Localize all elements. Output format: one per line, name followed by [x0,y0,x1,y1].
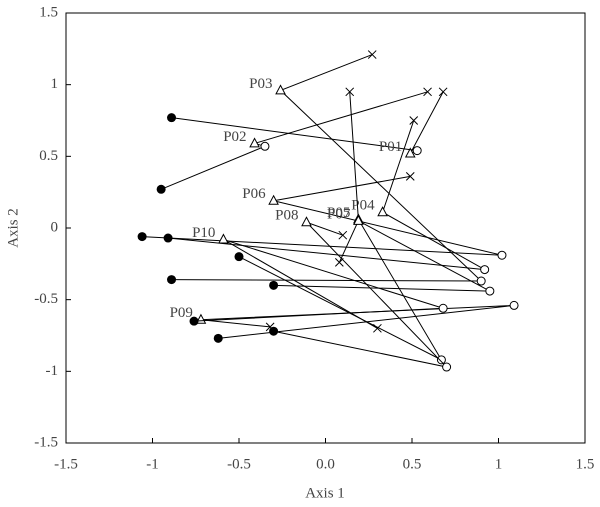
connector-line [171,54,483,282]
y-tick-label: -0.5 [34,291,58,307]
connector-line [142,175,503,256]
connector-line [160,91,428,190]
x-tick-label: 0.0 [316,456,335,472]
x-point [409,116,419,125]
x-point [423,87,432,97]
open-circle-point [436,355,446,365]
filled-circle-point [269,326,279,336]
y-axis-label: Axis 2 [5,208,21,248]
triangle-point [301,216,312,227]
x-point [345,87,355,97]
filled-circle-point [167,113,177,123]
connector-line [193,238,444,329]
open-circle-point [260,141,270,151]
x-tick-label: -1.5 [54,456,78,472]
open-circle-point [485,286,495,296]
filled-circle-point [156,184,166,194]
filled-circle-point [167,275,177,285]
filled-circle-point [234,252,244,262]
connector-line [273,220,491,292]
x-tick-label: -1 [146,456,159,472]
x-point [367,50,377,59]
triangle-point [353,214,364,225]
series-label: P03 [249,76,272,92]
x-tick-label: 0.5 [403,456,422,472]
series-label: P01 [379,139,402,155]
filled-circle-point [213,333,223,343]
x-axis-label: Axis 1 [305,485,345,501]
open-circle-point [480,265,490,275]
y-tick-label: 0 [51,219,59,235]
triangle-point [377,206,388,217]
x-tick-label: -0.5 [227,456,251,472]
triangle-point [275,84,286,95]
series-label: P08 [275,208,298,224]
series-label: P09 [170,305,193,321]
y-tick-label: 1.5 [39,4,58,20]
x-point [334,258,344,267]
triangle-point [218,233,229,244]
triangle-point [249,137,260,148]
plot-frame [65,12,586,444]
filled-circle-point [269,280,279,290]
connector-line [200,304,515,339]
x-point [338,230,348,240]
open-circle-point [412,146,422,156]
open-circle-point [497,250,507,260]
y-tick-label: 0.5 [39,148,58,164]
filled-circle-point [137,232,147,242]
open-circle-point [476,276,486,286]
connector-line [273,221,449,368]
filled-circle-point [189,316,199,326]
series-label: P05 [327,205,350,221]
x-tick-label: 1 [495,456,503,472]
series-label: P10 [192,225,215,241]
triangle-point [404,147,416,158]
y-tick-label: -1.5 [34,434,58,450]
series-label: P07 [327,206,351,222]
open-circle-point [438,303,448,313]
series-label: P02 [223,129,246,145]
x-point [373,323,382,333]
connector-line [171,91,444,155]
open-circle-point [509,300,519,310]
open-circle-point [442,362,452,372]
connector-line [168,120,485,271]
triangle-point [268,194,279,205]
series-label: P04 [351,198,375,214]
y-tick-label: 1 [51,76,59,92]
x-point [405,172,415,181]
series-label: P06 [242,186,266,202]
x-point [265,322,275,332]
x-point [438,87,448,97]
connector-line [238,91,443,362]
y-tick-label: -1 [46,363,59,379]
x-tick-label: 1.5 [576,456,595,472]
